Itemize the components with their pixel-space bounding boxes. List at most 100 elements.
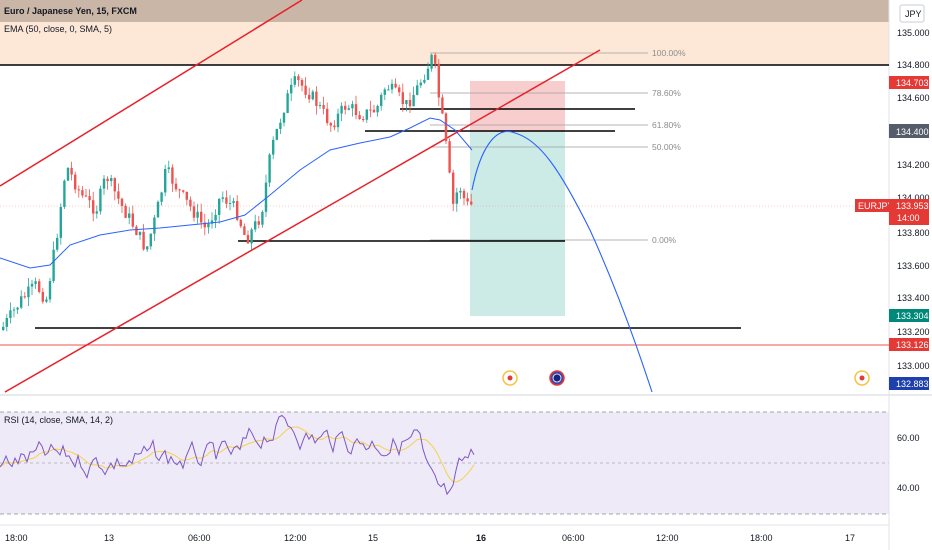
candle-body: [466, 198, 469, 202]
price-tick: 133.800: [897, 228, 930, 238]
channel-lower-line[interactable]: [4, 49, 601, 393]
badge-132883-bg: [889, 377, 929, 390]
candle-body: [66, 167, 70, 181]
candle-body: [419, 82, 422, 86]
stop-loss-box[interactable]: [470, 81, 565, 132]
candle-body: [131, 213, 134, 227]
candle-body: [9, 310, 12, 319]
candle-body: [290, 84, 293, 94]
currency-button[interactable]: [899, 4, 925, 23]
candle-body: [437, 63, 440, 98]
candle-body: [171, 167, 174, 184]
candle-body: [30, 283, 34, 287]
candle-body: [16, 307, 19, 310]
price-tick: 133.000: [897, 361, 930, 371]
candle-body: [12, 309, 16, 311]
candle-body: [95, 211, 98, 214]
candle-body: [311, 91, 314, 100]
candle-body: [196, 211, 199, 218]
candle-body: [77, 189, 80, 191]
rsi-legend[interactable]: RSI (14, close, SMA, 14, 2): [4, 415, 113, 425]
candle-body: [70, 167, 73, 175]
candle-body: [246, 234, 250, 244]
symbol-tag[interactable]: EURJPY: [858, 201, 894, 211]
candle-body: [88, 196, 91, 201]
candle-body: [347, 108, 350, 110]
fib-retracement[interactable]: [430, 52, 648, 241]
candle-body: [322, 105, 325, 109]
candle-body: [48, 281, 52, 300]
candle-body: [232, 201, 235, 204]
channel-upper-line[interactable]: [0, 0, 303, 187]
candle-body: [34, 281, 37, 284]
ema-legend[interactable]: EMA (50, close, 0, SMA, 5): [4, 24, 112, 34]
event-marker-2[interactable]: [549, 370, 565, 386]
candle-body: [106, 178, 109, 182]
fib-label-618: 61.80%: [652, 120, 681, 130]
projection-curve[interactable]: [471, 131, 653, 393]
horizontal-levels[interactable]: [0, 64, 889, 329]
time-tick: 12:00: [284, 533, 307, 543]
candle-body: [351, 104, 354, 109]
price-tick: 134.600: [897, 93, 930, 103]
badge-134703-bg: [889, 76, 929, 89]
candle-body: [20, 296, 23, 308]
header-band: [0, 0, 889, 22]
candle-body: [336, 113, 340, 128]
badge-134400-bg: [889, 124, 929, 138]
event-marker-3[interactable]: [854, 370, 870, 386]
candle-body: [394, 83, 397, 88]
symbol-title[interactable]: Euro / Japanese Yen, 15, FXCM: [4, 6, 137, 16]
price-tick: 134.800: [897, 60, 930, 70]
ema-line: [0, 117, 473, 269]
candle-body: [102, 178, 106, 189]
candle-body: [344, 105, 347, 110]
take-profit-box[interactable]: [470, 132, 565, 316]
rsi-ma-line: [0, 426, 475, 483]
badge-133126: 133.126: [896, 340, 929, 350]
candle-body: [318, 105, 322, 107]
candle-body: [254, 221, 257, 230]
candle-body: [470, 201, 473, 205]
last-price-badge: 133.953: [896, 201, 929, 211]
candle-body: [160, 192, 163, 202]
candle-body: [52, 249, 55, 282]
candle-body: [423, 79, 426, 83]
candle-body: [38, 281, 41, 292]
candle-body: [2, 326, 5, 330]
price-tick: 134.000: [897, 193, 930, 203]
candle-body: [257, 221, 260, 225]
candle-body: [225, 197, 228, 204]
time-tick: 18:00: [5, 533, 28, 543]
candle-body: [99, 188, 102, 212]
candle-body: [304, 85, 307, 95]
candle-body: [358, 115, 361, 120]
badge-134400: 134.400: [896, 127, 929, 137]
candle-body: [182, 190, 185, 192]
price-tick: 133.200: [897, 327, 930, 337]
price-tick: 134.200: [897, 160, 930, 170]
candle-body: [27, 286, 30, 298]
candle-body: [120, 198, 124, 206]
time-tick: 12:00: [656, 533, 679, 543]
candle-body: [23, 296, 26, 298]
price-tick: 133.400: [897, 293, 930, 303]
candle-body: [398, 87, 401, 93]
candle-body: [401, 92, 404, 104]
badge-133126-bg: [889, 338, 929, 351]
candle-body: [293, 76, 296, 85]
badge-134703: 134.703: [896, 78, 929, 88]
candle-body: [308, 94, 311, 100]
candle-body: [92, 200, 95, 214]
candle-body: [250, 229, 253, 244]
candle-body: [279, 122, 282, 129]
candle-body: [142, 231, 145, 250]
rsi-line: [0, 414, 475, 496]
event-marker-1[interactable]: [502, 370, 518, 386]
candle-body: [110, 178, 113, 182]
candle-body: [275, 128, 278, 140]
candle-body: [340, 105, 343, 114]
currency-label: JPY: [905, 9, 922, 19]
candle-body: [408, 100, 412, 107]
